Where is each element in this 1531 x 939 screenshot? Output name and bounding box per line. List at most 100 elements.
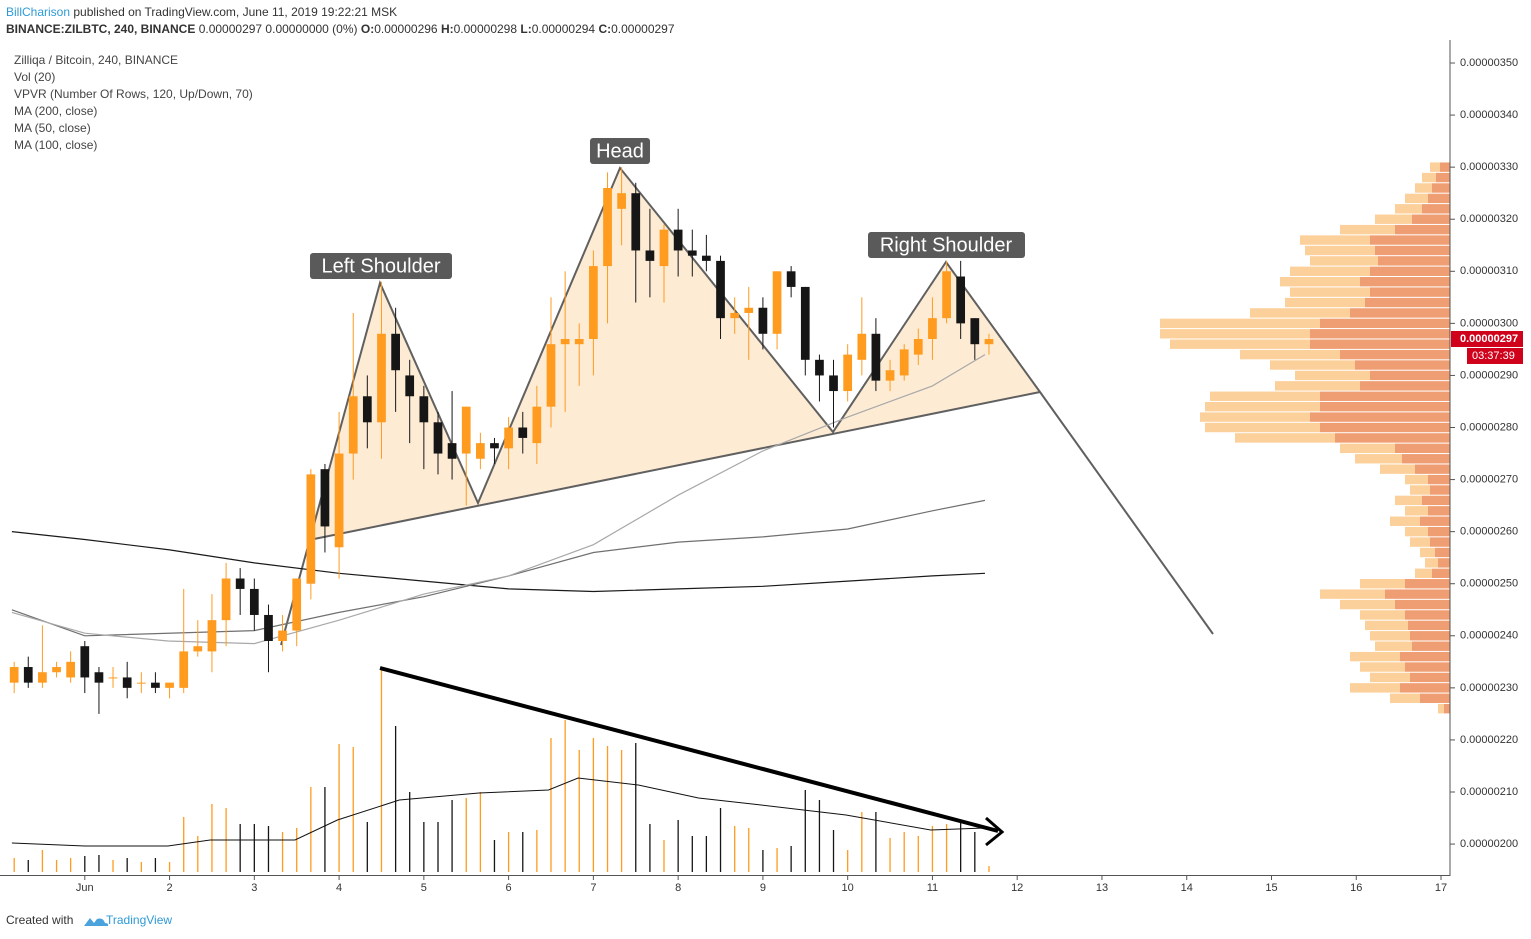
profile-down xyxy=(1395,224,1450,235)
published: published on TradingView.com, June 11, 2… xyxy=(73,5,398,19)
y-tick-label: 0.00000330 xyxy=(1460,161,1518,173)
candle-body xyxy=(334,453,344,548)
candle-body xyxy=(320,469,330,527)
profile-down xyxy=(1400,651,1450,662)
candle-body xyxy=(603,187,612,267)
profile-down xyxy=(1370,266,1450,277)
candle-body xyxy=(984,338,994,345)
candle-body xyxy=(490,443,499,449)
profile-down xyxy=(1370,287,1450,297)
candle-body xyxy=(292,578,302,631)
profile-down xyxy=(1375,245,1450,256)
profile-up xyxy=(1285,297,1365,308)
ohlc-label: O: xyxy=(360,22,375,36)
profile-down xyxy=(1428,474,1450,485)
candle-body xyxy=(617,193,626,209)
candle-body xyxy=(899,349,909,376)
profile-up xyxy=(1160,329,1310,339)
profile-down xyxy=(1412,214,1450,224)
candle-body xyxy=(589,266,598,339)
candle-body xyxy=(94,672,104,683)
profile-down xyxy=(1310,412,1450,422)
profile-down xyxy=(1432,568,1450,579)
profile-down xyxy=(1410,631,1450,641)
overlay: Left Shoulder Head Right Shoulder xyxy=(310,138,1025,847)
quote: 0.00000297 0.00000000 (0%) xyxy=(198,22,358,36)
candle-body xyxy=(758,307,768,334)
x-tick-label: Jun xyxy=(76,882,94,894)
profile-up xyxy=(1420,547,1435,558)
candle-body xyxy=(673,229,683,251)
candle-body xyxy=(221,578,231,621)
profile-up xyxy=(1430,162,1440,172)
profile-up xyxy=(1240,349,1340,360)
candle-body xyxy=(857,333,867,360)
profile-down xyxy=(1410,672,1450,683)
legend-item: MA (100, close) xyxy=(14,138,98,152)
countdown-box xyxy=(1467,347,1523,364)
x-tick-label: 12 xyxy=(1011,882,1023,894)
head-and-shoulders xyxy=(280,166,1214,646)
profile-up xyxy=(1410,537,1430,547)
profile-down xyxy=(1444,703,1450,714)
profile-up xyxy=(1290,266,1370,277)
ohlc-value: 0.00000298 xyxy=(453,22,518,36)
profile-up xyxy=(1320,589,1385,599)
author[interactable]: BillCharison xyxy=(6,5,71,19)
profile-up xyxy=(1305,245,1375,256)
candle-body xyxy=(659,229,669,267)
profile-down xyxy=(1422,204,1450,214)
profile-down xyxy=(1365,297,1450,308)
last-price-label: 0.00000297 xyxy=(1460,333,1518,345)
profile-down xyxy=(1405,579,1450,589)
x-tick-label: 3 xyxy=(251,882,257,894)
profile-down xyxy=(1428,506,1450,516)
candle-body xyxy=(815,359,824,376)
candle-body xyxy=(461,406,471,454)
y-tick-label: 0.00000200 xyxy=(1460,838,1518,850)
y-tick-label: 0.00000340 xyxy=(1460,109,1518,121)
x-tick-label: 9 xyxy=(760,882,766,894)
y-tick-label: 0.00000320 xyxy=(1460,213,1518,225)
profile-up xyxy=(1350,683,1400,693)
candle-body xyxy=(518,427,528,438)
axes: 0.00000350 0.00000340 0.00000330 0.00000320… xyxy=(0,40,1531,894)
y-tick-label: 0.00000210 xyxy=(1460,786,1518,798)
profile-up xyxy=(1405,506,1428,516)
profile-up xyxy=(1290,287,1370,297)
profile-up xyxy=(1360,662,1405,672)
profile-down xyxy=(1370,235,1450,245)
profile-down xyxy=(1360,277,1450,287)
profile-up xyxy=(1355,454,1402,464)
profile-down xyxy=(1408,620,1450,631)
ohlc-label: L: xyxy=(520,22,532,36)
ohlc-label: H: xyxy=(440,22,454,36)
candle-body xyxy=(362,396,372,423)
candle-body xyxy=(235,578,245,589)
label-box xyxy=(590,138,650,164)
pattern-line xyxy=(280,166,1214,646)
profile-up xyxy=(1205,422,1320,433)
y-tick-label: 0.00000290 xyxy=(1460,369,1518,381)
candle-body xyxy=(278,630,287,641)
volume-profile xyxy=(1160,162,1450,714)
profile-down xyxy=(1355,360,1450,370)
ohlc-value: 0.00000296 xyxy=(374,22,438,36)
profile-down xyxy=(1428,526,1450,537)
profile-down xyxy=(1430,485,1450,495)
header-line: BillCharison published on TradingView.co… xyxy=(6,5,397,19)
profile-up xyxy=(1370,631,1410,641)
candle-body xyxy=(885,370,895,381)
profile-down xyxy=(1335,433,1450,443)
label-box xyxy=(310,253,452,279)
profile-down xyxy=(1415,464,1450,474)
y-tick-label: 0.00000300 xyxy=(1460,317,1518,329)
footer-brand[interactable]: TradingView xyxy=(106,913,173,927)
candle-body xyxy=(151,682,160,688)
profile-up xyxy=(1405,193,1428,204)
annotation: Left Shoulder xyxy=(322,255,441,277)
candle-body xyxy=(942,271,951,319)
candle-body xyxy=(9,667,19,683)
moving-average xyxy=(11,499,986,637)
